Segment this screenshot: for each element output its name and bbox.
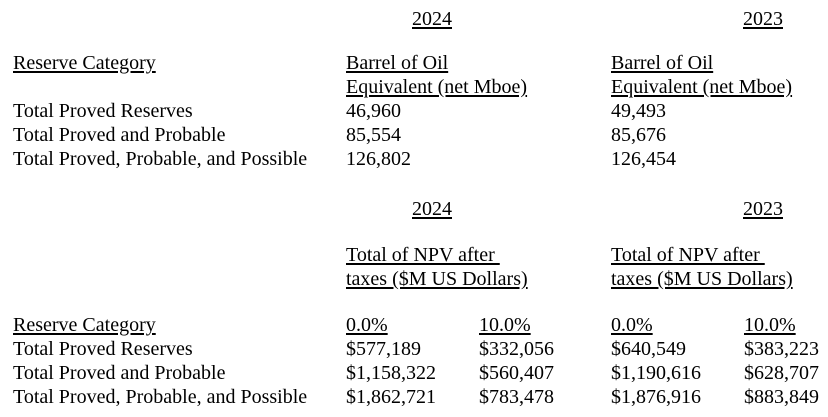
npv-2023-10-value: $883,849: [744, 386, 819, 408]
npv-2023-0-value: $1,876,916: [611, 386, 701, 408]
boe-unit-header-2023-line2: Equivalent (net Mboe): [611, 76, 793, 98]
npv-year-2023-label: 2023: [743, 198, 783, 220]
npv-2024-10-value: $560,407: [479, 362, 554, 384]
table-row: Total Proved Reserves $577,189 $332,056 …: [13, 337, 828, 361]
npv-2024-0-value: $577,189: [346, 338, 421, 360]
discount-rate-0-label: 0.0%: [611, 314, 653, 336]
table-row: Total Proved and Probable $1,158,322 $56…: [13, 361, 828, 385]
boe-unit-header-2024-cell: Barrel of Oil Equivalent (net Mboe): [346, 51, 611, 99]
npv-2024-0-value: $1,158,322: [346, 362, 436, 384]
npv-2023-10-value: $628,707: [744, 362, 819, 384]
boe-year-2024-cell: 2024: [346, 7, 677, 31]
npv-2023-10-value: $383,223: [744, 338, 819, 360]
discount-rate-10-label: 10.0%: [744, 314, 796, 336]
boe-year-2024-label: 2024: [412, 8, 452, 30]
boe-year-2023-cell: 2023: [677, 7, 828, 31]
npv-2024-10-value: $783,478: [479, 386, 554, 408]
discount-rate-0-label: 0.0%: [346, 314, 388, 336]
boe-2023-value: 126,454: [611, 148, 676, 170]
boe-2023-value: 49,493: [611, 100, 666, 122]
npv-category-header-label: Reserve Category: [13, 314, 156, 336]
npv-unit-header-row: Total of NPV after taxes ($M US Dollars)…: [13, 243, 828, 291]
npv-unit-header-2023-line2: taxes ($M US Dollars): [611, 268, 793, 290]
npv-unit-header-2024-line2: taxes ($M US Dollars): [346, 268, 528, 290]
boe-2024-value: 126,802: [346, 148, 411, 170]
boe-2024-value: 85,554: [346, 124, 401, 146]
npv-column-header-row: Reserve Category 0.0% 10.0% 0.0% 10.0%: [13, 313, 828, 337]
npv-2024-10-value: $332,056: [479, 338, 554, 360]
npv-year-2024-cell: 2024: [346, 197, 677, 221]
boe-unit-header-2023-line2-wrap: Equivalent (net Mboe): [611, 75, 828, 99]
boe-2024-value: 46,960: [346, 100, 401, 122]
spacer: [13, 171, 828, 197]
boe-unit-header-2024-line2: Equivalent (net Mboe): [346, 76, 528, 98]
boe-unit-header-2024-line2-wrap: Equivalent (net Mboe): [346, 75, 611, 99]
boe-year-header-row: 2024 2023: [13, 7, 828, 31]
row-label: Total Proved, Probable, and Possible: [13, 148, 308, 170]
boe-unit-header-2024-line1-wrap: Barrel of Oil: [346, 51, 611, 75]
discount-rate-10-label: 10.0%: [479, 314, 531, 336]
boe-category-header-label: Reserve Category: [13, 52, 156, 74]
boe-unit-header-2023-line1: Barrel of Oil: [611, 52, 714, 74]
npv-unit-header-2023-line2-wrap: taxes ($M US Dollars): [611, 267, 828, 291]
npv-2023-0-value: $640,549: [611, 338, 686, 360]
row-label: Total Proved and Probable: [13, 362, 226, 384]
npv-year-2023-cell: 2023: [677, 197, 828, 221]
boe-year-2023-label: 2023: [743, 8, 783, 30]
npv-unit-header-2024-line2-wrap: taxes ($M US Dollars): [346, 267, 611, 291]
table-row: Total Proved, Probable, and Possible $1,…: [13, 385, 828, 409]
boe-unit-header-2024-line1: Barrel of Oil: [346, 52, 449, 74]
npv-year-2024-label: 2024: [412, 198, 452, 220]
npv-unit-header-2024-line1-wrap: Total of NPV after: [346, 243, 611, 267]
npv-2023-0-value: $1,190,616: [611, 362, 701, 384]
npv-unit-header-2024-line1: Total of NPV after: [346, 244, 500, 266]
table-row: Total Proved Reserves 46,960 49,493: [13, 99, 828, 123]
table-row: Total Proved and Probable 85,554 85,676: [13, 123, 828, 147]
npv-rate-header-2023-10: 10.0%: [744, 313, 828, 337]
boe-unit-header-2023-line1-wrap: Barrel of Oil: [611, 51, 828, 75]
npv-unit-header-2023-line1: Total of NPV after: [611, 244, 765, 266]
spacer: [13, 221, 828, 243]
row-label: Total Proved and Probable: [13, 124, 226, 146]
npv-category-header-cell: Reserve Category: [13, 313, 346, 337]
npv-unit-header-2024-cell: Total of NPV after taxes ($M US Dollars): [346, 243, 611, 291]
npv-2024-0-value: $1,862,721: [346, 386, 436, 408]
spacer: [13, 291, 828, 313]
boe-2023-value: 85,676: [611, 124, 666, 146]
npv-rate-header-2023-0: 0.0%: [611, 313, 744, 337]
boe-category-header-cell: Reserve Category: [13, 51, 346, 75]
spacer: [13, 31, 828, 51]
boe-unit-header-2023-cell: Barrel of Oil Equivalent (net Mboe): [611, 51, 828, 99]
npv-rate-header-2024-10: 10.0%: [479, 313, 611, 337]
npv-year-header-row: 2024 2023: [13, 197, 828, 221]
boe-column-header-row: Reserve Category Barrel of Oil Equivalen…: [13, 51, 828, 99]
row-label: Total Proved Reserves: [13, 100, 193, 122]
npv-rate-header-2024-0: 0.0%: [346, 313, 479, 337]
row-label: Total Proved Reserves: [13, 338, 193, 360]
table-row: Total Proved, Probable, and Possible 126…: [13, 147, 828, 171]
npv-unit-header-2023-cell: Total of NPV after taxes ($M US Dollars): [611, 243, 828, 291]
row-label: Total Proved, Probable, and Possible: [13, 386, 308, 408]
npv-unit-header-2023-line1-wrap: Total of NPV after: [611, 243, 828, 267]
